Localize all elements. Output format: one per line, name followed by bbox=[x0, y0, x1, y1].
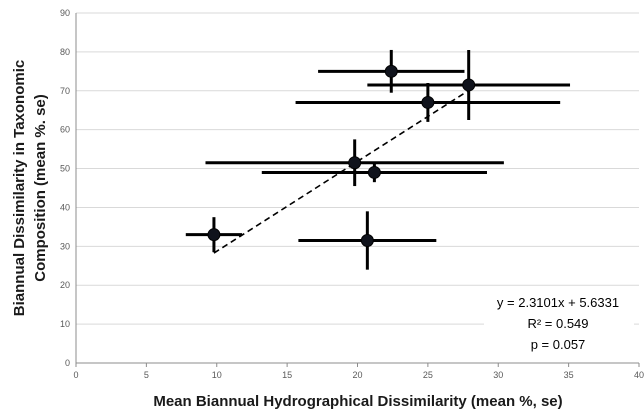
r-squared-label: R² = 0.549 bbox=[527, 316, 588, 331]
data-point-6 bbox=[384, 64, 398, 78]
data-point-1 bbox=[207, 228, 221, 242]
x-tick-label: 30 bbox=[493, 370, 503, 380]
y-axis-title-line-2: Composition (mean %. se) bbox=[32, 94, 49, 282]
y-axis-title: Biannual Dissimilarity in Taxonomic Comp… bbox=[11, 60, 49, 316]
y-axis-title-line-1: Biannual Dissimilarity in Taxonomic bbox=[11, 60, 28, 316]
equation-label: y = 2.3101x + 5.6331 bbox=[497, 295, 619, 310]
y-tick-label: 10 bbox=[60, 319, 70, 329]
x-axis-title: Mean Biannual Hydrographical Dissimilari… bbox=[153, 393, 562, 410]
data-point-4 bbox=[367, 165, 381, 179]
y-tick-label: 30 bbox=[60, 241, 70, 251]
axes bbox=[75, 13, 640, 367]
y-tick-label: 70 bbox=[60, 86, 70, 96]
x-tick-label: 10 bbox=[212, 370, 222, 380]
x-tick-label: 25 bbox=[423, 370, 433, 380]
data-point-2 bbox=[360, 234, 374, 247]
x-tick-label: 20 bbox=[352, 370, 362, 380]
x-tick-label: 0 bbox=[73, 370, 78, 380]
y-tick-label: 40 bbox=[60, 202, 70, 212]
y-tick-label: 80 bbox=[60, 47, 70, 57]
p-value-label: p = 0.057 bbox=[531, 337, 586, 352]
data-point-5 bbox=[421, 95, 435, 109]
x-tick-label: 15 bbox=[282, 370, 292, 380]
annotation-background bbox=[484, 292, 634, 356]
x-tick-label: 40 bbox=[634, 370, 644, 380]
data-point-3 bbox=[348, 156, 362, 170]
y-tick-label: 60 bbox=[60, 125, 70, 135]
error-bars bbox=[185, 49, 571, 270]
y-tick-label: 90 bbox=[60, 8, 70, 18]
y-tick-label: 0 bbox=[65, 358, 70, 368]
y-tick-label: 20 bbox=[60, 280, 70, 290]
data-points bbox=[207, 64, 476, 247]
y-tick-label: 50 bbox=[60, 164, 70, 174]
regression-annotation: y = 2.3101x + 5.6331 R² = 0.549 p = 0.05… bbox=[484, 292, 634, 356]
x-tick-label: 35 bbox=[564, 370, 574, 380]
x-tick-label: 5 bbox=[144, 370, 149, 380]
data-point-7 bbox=[462, 78, 476, 92]
tick-labels: 0 10 20 30 40 50 60 70 80 90 0 5 10 15 20 25 30 35 40 bbox=[60, 8, 644, 380]
